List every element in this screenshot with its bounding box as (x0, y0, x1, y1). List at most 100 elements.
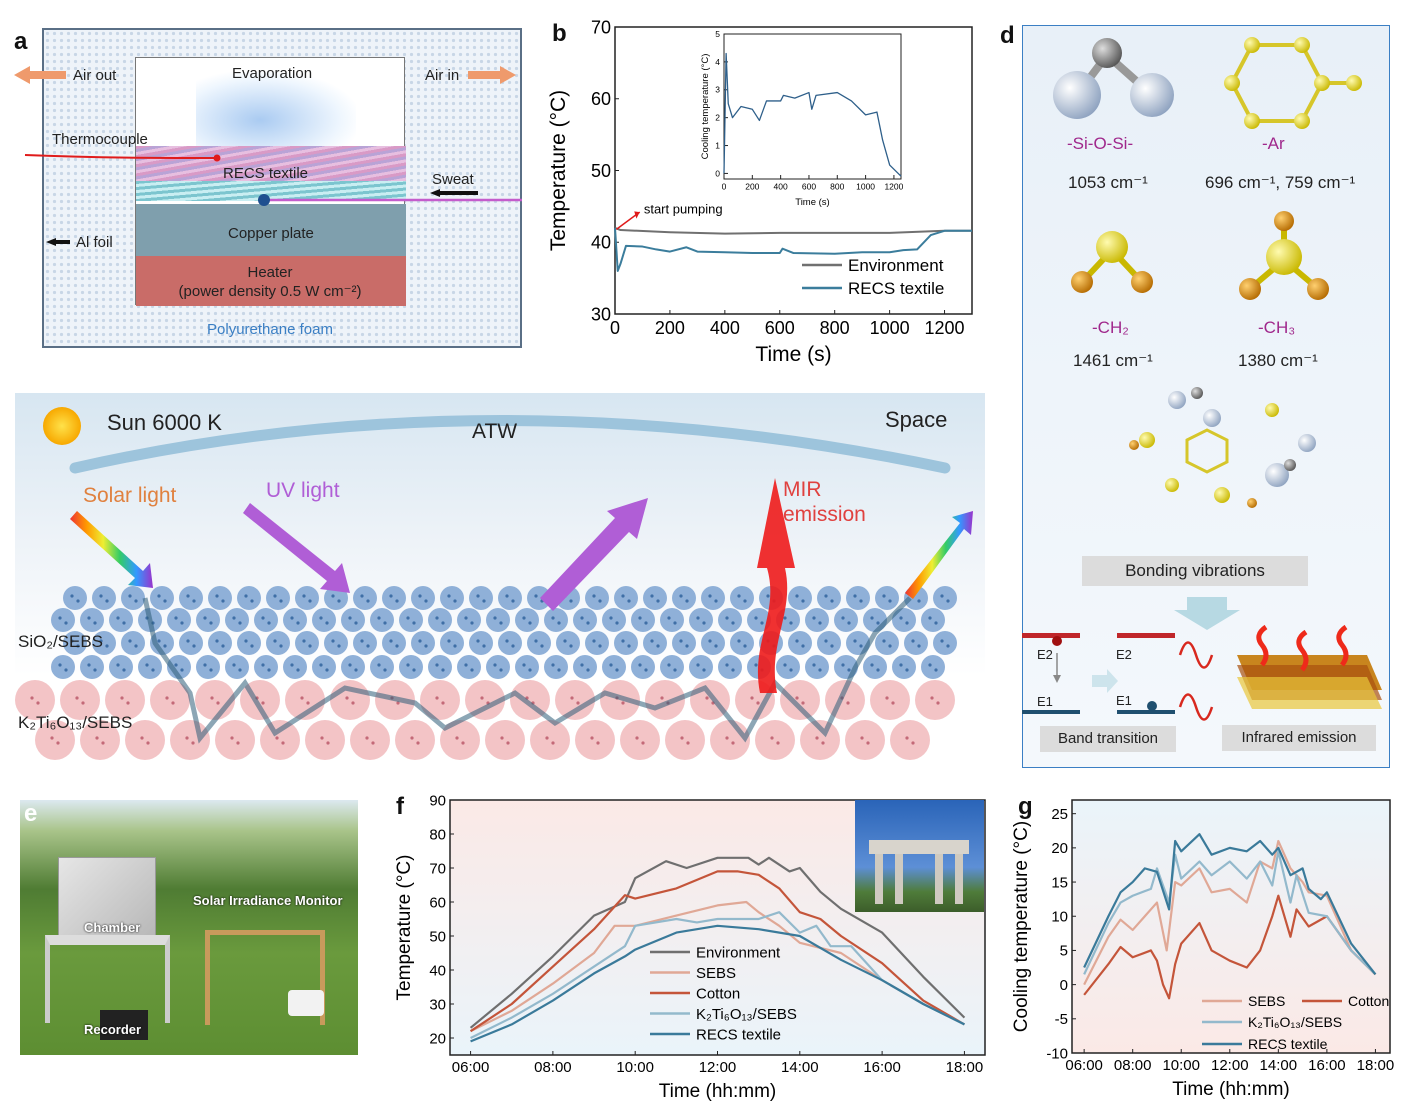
particle-dot (191, 741, 195, 745)
particle-dot (888, 644, 892, 648)
panel-label-b: b (552, 20, 567, 47)
panel-label-f: f (396, 793, 404, 820)
sio2-particle (179, 586, 203, 610)
particle-dot (75, 696, 79, 700)
particle-dot (511, 644, 515, 648)
particle-dot (383, 668, 387, 672)
infrared-emission-stack (1237, 624, 1382, 709)
k2ti6o13-particle (845, 720, 885, 760)
particle-dot (70, 594, 74, 598)
legend-label: Cotton (696, 985, 740, 1002)
particle-dot (818, 668, 822, 672)
sio2-particle (312, 655, 336, 679)
particle-dot (120, 696, 124, 700)
sio2-particle (730, 631, 754, 655)
sweat-label: Sweat (432, 171, 474, 188)
k2ti6o13-particle (755, 720, 795, 760)
particle-dot (455, 736, 459, 740)
particle-dot (215, 594, 219, 598)
particle-dot (499, 621, 503, 625)
legend-label: SEBS (696, 965, 736, 982)
particle-dot (725, 663, 729, 667)
recorder-label: Recorder (84, 1022, 142, 1037)
e2-label-left: E2 (1037, 647, 1053, 662)
gate-photo (855, 800, 984, 912)
particle-dot (940, 639, 944, 643)
particle-dot (686, 741, 690, 745)
sio2-particle (399, 655, 423, 679)
sio2-particle (718, 608, 742, 632)
chamber-label: Chamber (84, 920, 141, 935)
particle-dot (412, 621, 416, 625)
sio2-particle (254, 608, 278, 632)
y-tick-label: 1 (715, 141, 720, 151)
sio2-particle (614, 631, 638, 655)
x-tick-label: 18:00 (946, 1059, 984, 1076)
particle-dot (290, 663, 294, 667)
sun-icon (43, 407, 81, 445)
particle-dot (936, 701, 940, 705)
particle-dot (557, 668, 561, 672)
solar-reflection-arrow (905, 511, 973, 599)
y-tick-label: 20 (1051, 840, 1068, 857)
particle-dot (635, 736, 639, 740)
particle-dot (185, 736, 189, 740)
x-tick-label: 06:00 (1065, 1057, 1103, 1074)
particle-dot (238, 621, 242, 625)
particle-dot (50, 736, 54, 740)
sio2-particle (237, 631, 261, 655)
sio2-particle (382, 631, 406, 655)
particle-dot (221, 599, 225, 603)
particle-dot (621, 594, 625, 598)
group-name-ch2: -CH₂ (1092, 318, 1129, 337)
particle-dot (899, 616, 903, 620)
k2ti6o13-particle (350, 720, 390, 760)
particle-dot (151, 668, 155, 672)
particle-dot (308, 599, 312, 603)
particle-dot (934, 621, 938, 625)
legend-label: RECS textile (696, 1026, 781, 1043)
particle-dot (592, 639, 596, 643)
particle-dot (776, 741, 780, 745)
x-tick-label: 600 (765, 318, 795, 338)
particle-dot (95, 736, 99, 740)
particle-dot (58, 663, 62, 667)
sio2-particle (788, 586, 812, 610)
sio2-particle (643, 631, 667, 655)
particle-dot (708, 639, 712, 643)
particle-dot (876, 668, 880, 672)
sio2-particle (817, 631, 841, 655)
mir-label: MIR (783, 478, 822, 501)
sio2-particle (312, 608, 336, 632)
particle-dot (812, 663, 816, 667)
particle-dot (522, 616, 526, 620)
particle-dot (126, 701, 130, 705)
particle-dot (101, 741, 105, 745)
y-tick-label: 90 (429, 792, 446, 809)
particle-dot (371, 741, 375, 745)
particle-dot (656, 599, 660, 603)
panel-c-diagram (15, 407, 973, 760)
series-line-recs-textile (1083, 833, 1377, 976)
particle-dot (609, 616, 613, 620)
k2ti6o13-particle (870, 680, 910, 720)
particle-dot (551, 616, 555, 620)
particle-dot (64, 668, 68, 672)
particle-dot (696, 663, 700, 667)
particle-dot (447, 639, 451, 643)
k2ti6o13-particle (260, 720, 300, 760)
particle-dot (383, 621, 387, 625)
y-tick-label: 3 (715, 85, 720, 95)
sio2-particle (875, 586, 899, 610)
sio2-particle (440, 631, 464, 655)
particle-dot (905, 621, 909, 625)
uv-reflection-arrow (540, 498, 648, 611)
particle-dot (580, 663, 584, 667)
particle-dot (860, 736, 864, 740)
thermocouple-tip (213, 154, 221, 162)
monitor-label: Solar Irradiance Monitor (193, 893, 343, 908)
sio2-particle (602, 655, 626, 679)
legend-label: Environment (848, 256, 944, 275)
particle-dot (453, 644, 457, 648)
panel-label-a: a (14, 28, 28, 55)
